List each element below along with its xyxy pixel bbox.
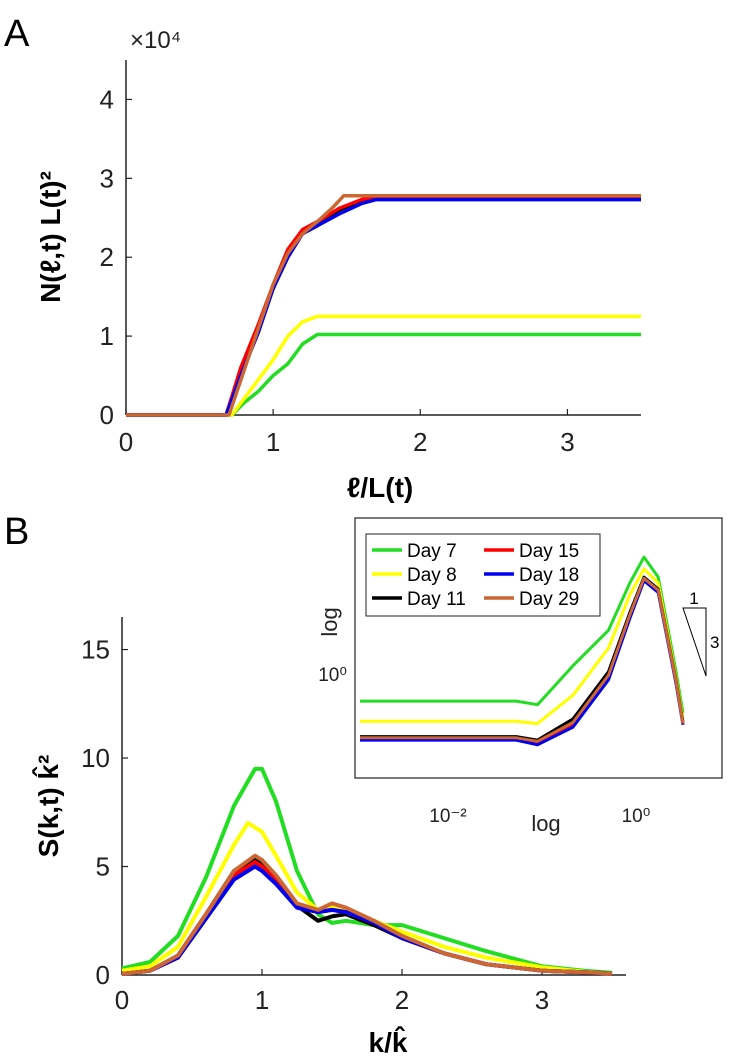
slope-label-vertical: 3 (710, 633, 719, 652)
panel-a-x-tick-label: 3 (560, 427, 574, 457)
legend-label-day-11: Day 11 (407, 589, 466, 610)
panel-a-x-tick-label: 2 (413, 427, 427, 457)
panel-b-series-day-18 (121, 864, 613, 976)
inset-x-label: log (531, 811, 560, 836)
panel-b-label: B (4, 511, 29, 553)
panel-a-y-tick-label: 3 (100, 163, 114, 193)
legend-label-day-7: Day 7 (407, 541, 457, 562)
legend-label-day-18: Day 18 (519, 565, 579, 586)
inset-x-tick-1: 10⁻² (429, 806, 467, 827)
panel-b-y-label: S(k,t) k̂² (32, 755, 64, 858)
panel-b-y-tick-label: 5 (96, 852, 110, 882)
panel-b-series-day-7 (121, 766, 613, 975)
panel-a-series-day-29 (126, 193, 641, 417)
panel-a-y-label: N(ℓ,t) L(t)² (35, 171, 66, 303)
panel-a-exponent-label: ×10⁴ (130, 27, 181, 54)
panel-b-y-tick-label: 15 (81, 635, 110, 665)
inset-y-tick-1: 10⁰ (318, 665, 347, 686)
panel-a-series-day-7 (126, 332, 641, 417)
legend: Day 7 Day 8 Day 11 Day 15 Day 18 Day 29 (365, 533, 601, 617)
legend-box (365, 533, 601, 617)
panel-b-x-tick-label: 2 (395, 985, 409, 1015)
inset-series-day-29 (360, 576, 685, 743)
panel-a-x-label: ℓ/L(t) (347, 472, 414, 503)
panel-b-y-tick-label: 10 (81, 743, 110, 773)
inset-y-label: log (317, 607, 342, 636)
panel-b-x-label: k/k̂ (369, 1026, 408, 1058)
panel-b-y-tick-label: 0 (96, 960, 110, 990)
panel-a-x-tick-label: 0 (119, 427, 133, 457)
panel-b-x-tick-label: 1 (255, 985, 269, 1015)
legend-label-day-29: Day 29 (519, 589, 579, 610)
panel-b-inset: 10⁻² 10⁰ 10⁰ log log 1 3 Day 7 Day 8 Day 1… (317, 517, 723, 836)
inset-x-tick-2: 10⁰ (622, 806, 651, 827)
panel-b-chart: k/k̂ S(k,t) k̂² 0 1 2 3 0 5 10 15 (32, 617, 626, 1058)
panel-a-series-day-11 (126, 196, 641, 417)
panel-a-y-tick-label: 4 (100, 84, 114, 114)
panel-a-label: A (4, 13, 30, 55)
panel-a-y-tick-label: 2 (100, 242, 114, 272)
panel-b-x-tick-label: 0 (115, 985, 129, 1015)
legend-label-day-8: Day 8 (407, 565, 457, 586)
panel-a-series-day-15 (126, 196, 641, 417)
slope-triangle (682, 607, 707, 677)
panel-a-y-tick-label: 0 (100, 400, 114, 430)
panel-a-y-tick-label: 1 (100, 321, 114, 351)
panel-a-series-day-8 (126, 314, 641, 417)
legend-label-day-15: Day 15 (519, 541, 579, 562)
panel-b-x-tick-label: 3 (535, 985, 549, 1015)
panel-a-series-day-18 (126, 197, 641, 417)
panel-a-x-tick-label: 1 (266, 427, 280, 457)
slope-label-horizontal: 1 (689, 589, 698, 608)
panel-b-series-day-29 (121, 853, 613, 976)
panel-a-chart: ×10⁴ ℓ/L(t) N(ℓ,t) L(t)² 0 1 2 3 0 1 2 3 4 (35, 27, 641, 503)
